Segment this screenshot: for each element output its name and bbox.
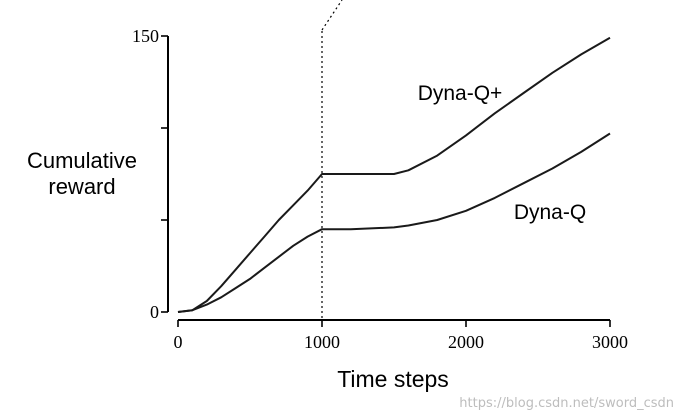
x-tick-label: 2000 (448, 332, 484, 352)
change-marker-diagonal (321, 0, 343, 31)
x-tick-label: 0 (174, 332, 183, 352)
x-axis-label: Time steps (337, 366, 449, 392)
axes (167, 36, 610, 321)
x-tick-label: 3000 (592, 332, 628, 352)
y-tick-label: 0 (150, 302, 159, 322)
x-tick-label: 1000 (304, 332, 340, 352)
series-line-1 (177, 132, 611, 313)
y-axis-label: reward (48, 174, 115, 199)
watermark: https://blog.csdn.net/sword_csdn (459, 396, 674, 411)
series-group (177, 36, 611, 313)
series-line-0 (177, 36, 611, 313)
series-label-0: Dyna-Q+ (418, 82, 503, 105)
annotations (321, 0, 343, 318)
y-tick-label: 150 (132, 26, 159, 46)
ticks: 0 150 0 1000 2000 3000 (132, 26, 628, 352)
y-axis-label: Cumulative (27, 148, 137, 173)
series-label-1: Dyna-Q (514, 201, 586, 224)
